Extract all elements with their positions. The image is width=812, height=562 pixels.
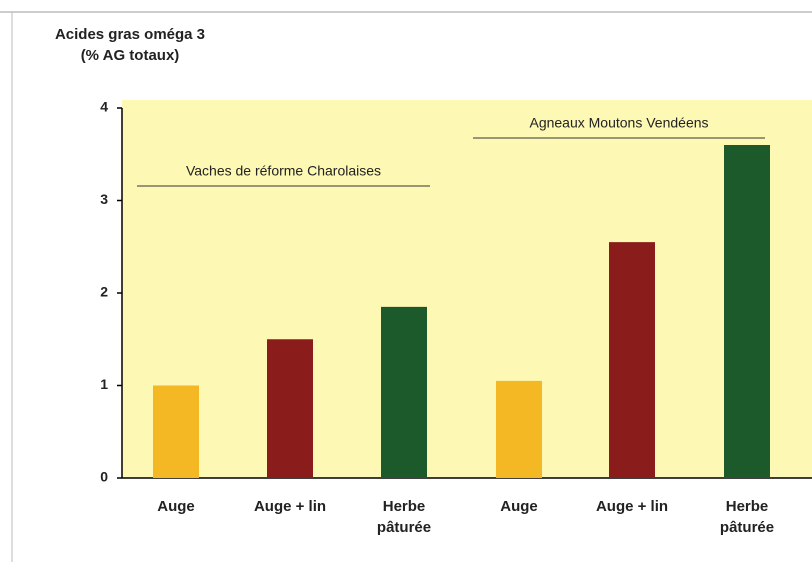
bar [267, 339, 313, 478]
x-tick-label: Auge [500, 498, 538, 515]
y-tick-label: 0 [100, 469, 108, 485]
bar [496, 380, 542, 478]
plot-area [122, 100, 812, 478]
x-tick-label: Herbe pâturée [719, 498, 775, 536]
x-tick-label: Auge + lin [253, 498, 327, 515]
chart-title: Acides gras oméga 3 (% AG totaux) [54, 26, 206, 64]
group-label: Agneaux Moutons Vendéens [529, 115, 708, 131]
bar [381, 306, 427, 478]
group-label: Vaches de réforme Charolaises [186, 163, 381, 179]
y-tick-label: 4 [100, 99, 108, 115]
x-tick-label: Auge [157, 498, 195, 515]
y-tick-label: 2 [100, 284, 108, 300]
y-tick-label: 3 [100, 191, 108, 207]
x-tick-label: Herbe pâturée [376, 498, 432, 536]
bar [609, 242, 655, 478]
bar [724, 145, 770, 478]
y-tick-label: 1 [100, 376, 108, 392]
x-tick-label: Auge + lin [595, 498, 669, 515]
bar [153, 385, 199, 478]
